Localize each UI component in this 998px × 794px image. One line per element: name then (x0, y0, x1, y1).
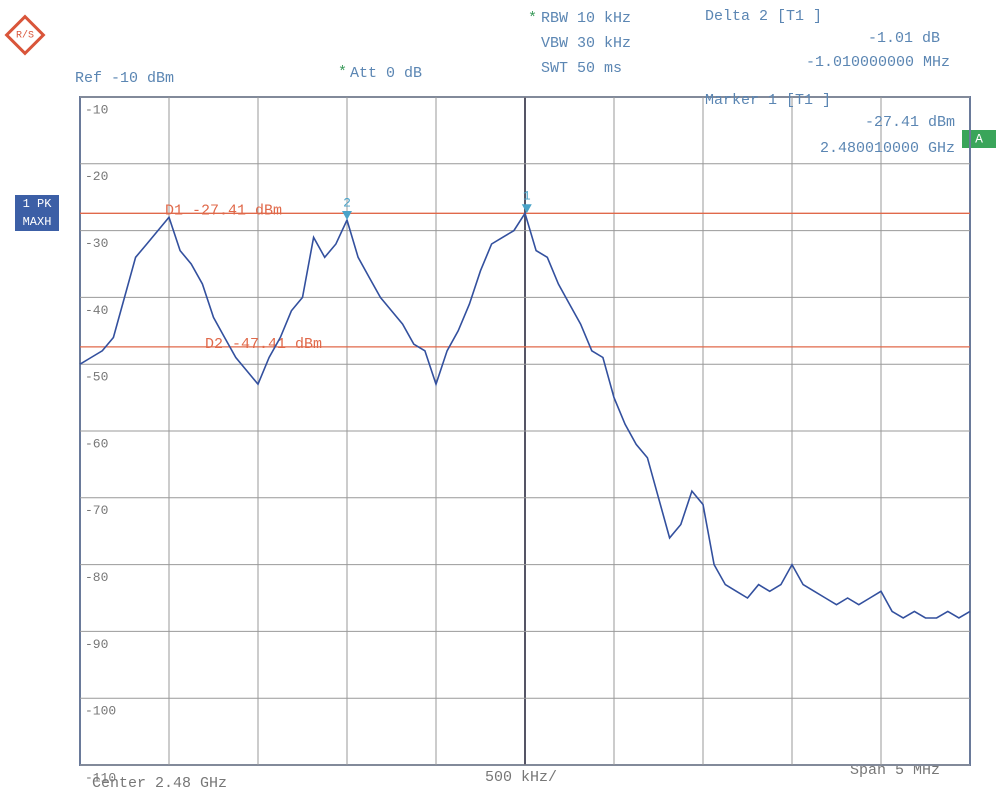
screen-label: A (975, 131, 983, 146)
y-tick-label: -70 (85, 503, 108, 518)
delta-freq: -1.010000000 MHz (806, 54, 950, 71)
y-tick-label: -110 (85, 770, 116, 785)
attenuation: Att 0 dB (350, 65, 422, 82)
trace-detector: 1 PK (23, 197, 53, 211)
logo: R/S (4, 14, 46, 56)
marker-label: 2 (343, 195, 351, 210)
y-tick-label: -30 (85, 236, 108, 251)
per-division: 500 kHz/ (485, 769, 557, 786)
display-line-label: D2 -47.41 dBm (205, 336, 322, 353)
rbw: RBW 10 kHz (541, 10, 631, 27)
span: Span 5 MHz (850, 762, 940, 779)
delta-title: Delta 2 [T1 ] (705, 8, 822, 25)
marker-freq: 2.480010000 GHz (820, 140, 955, 157)
trace-box (15, 195, 59, 231)
y-tick-label: -80 (85, 570, 108, 585)
vbw: VBW 30 kHz (541, 35, 631, 52)
y-tick-label: -10 (85, 102, 108, 117)
y-tick-label: -50 (85, 370, 108, 385)
delta-level: -1.01 dB (868, 30, 940, 47)
display-line-label: D1 -27.41 dBm (165, 202, 282, 219)
y-tick-label: -20 (85, 169, 108, 184)
marker-title: Marker 1 [T1 ] (705, 92, 831, 109)
y-tick-label: -100 (85, 704, 116, 719)
star: * (528, 10, 537, 27)
y-tick-label: -90 (85, 637, 108, 652)
marker (521, 204, 532, 214)
sweep-time: SWT 50 ms (541, 60, 622, 77)
trace-mode: MAXH (23, 215, 52, 229)
center-freq: Center 2.48 GHz (92, 775, 227, 792)
ref-level: Ref -10 dBm (75, 70, 174, 87)
trace (79, 211, 971, 619)
marker-level: -27.41 dBm (865, 114, 955, 131)
marker (342, 211, 352, 221)
y-tick-label: -60 (85, 436, 108, 451)
marker-label: 1 (523, 189, 531, 204)
star: * (338, 64, 347, 81)
svg-text:R/S: R/S (16, 30, 34, 42)
y-tick-label: -40 (85, 303, 108, 318)
